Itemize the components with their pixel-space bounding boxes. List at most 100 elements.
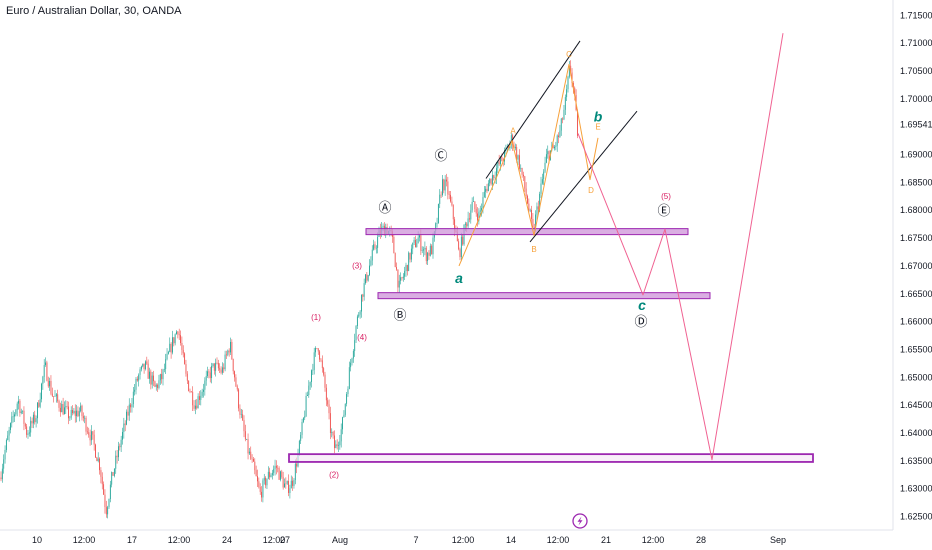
x-tick-label: 10 (32, 535, 42, 545)
candle (116, 450, 118, 464)
candle (192, 386, 194, 412)
candle (459, 247, 461, 261)
candle (86, 426, 88, 435)
orange-wave-path[interactable] (458, 63, 599, 267)
candle (402, 273, 404, 282)
x-tick-label: 12:00 (452, 535, 475, 545)
candle (562, 117, 564, 124)
candle (112, 472, 114, 476)
candle (421, 246, 423, 254)
candle (335, 440, 337, 449)
candle (531, 205, 532, 226)
candle (78, 407, 80, 422)
candle (55, 393, 57, 403)
candle (540, 176, 542, 198)
candle (15, 408, 17, 417)
y-tick-label: 1.68500 (900, 177, 932, 187)
candle (566, 84, 568, 102)
candle (346, 391, 348, 407)
candle (556, 134, 558, 152)
y-tick-label: 1.66500 (900, 289, 932, 299)
lightning-icon[interactable] (572, 513, 588, 529)
candle (319, 349, 321, 362)
candle (247, 433, 249, 460)
candle (27, 429, 29, 439)
candle (324, 371, 326, 392)
candle (253, 456, 254, 462)
wave-label: (4) (357, 333, 367, 342)
candle (529, 208, 531, 213)
candle (304, 410, 306, 421)
wave-label: (5) (661, 192, 671, 201)
candle (321, 355, 323, 373)
candle (188, 380, 190, 392)
y-tick-label: 1.68000 (900, 205, 932, 215)
candle (123, 417, 125, 439)
candle (259, 483, 261, 495)
candle (401, 276, 403, 281)
candle (428, 250, 430, 260)
x-tick-label: 27 (280, 535, 290, 545)
candle (536, 202, 538, 222)
candle (80, 402, 82, 413)
candle (257, 469, 258, 487)
candle (208, 369, 210, 379)
support-resistance-zone[interactable] (365, 228, 689, 236)
x-tick-label: 12:00 (642, 535, 665, 545)
candle (216, 357, 218, 365)
candle (437, 203, 439, 224)
support-resistance-zone[interactable] (377, 292, 711, 300)
candle (64, 401, 65, 415)
candle (560, 117, 562, 136)
candle (305, 392, 307, 418)
channel-upper-line[interactable] (485, 40, 581, 179)
projection-path[interactable] (577, 33, 784, 461)
candle (16, 401, 18, 417)
support-resistance-zone[interactable] (288, 453, 814, 463)
candle (412, 242, 414, 255)
candle (178, 328, 180, 341)
x-tick-label: Sep (770, 535, 786, 545)
candle (313, 347, 315, 375)
candle (323, 366, 325, 377)
y-tick-label: 1.69541 (900, 119, 932, 129)
candle (404, 266, 406, 280)
candle (243, 415, 245, 438)
candle (443, 178, 445, 194)
candle (369, 259, 370, 277)
candle (28, 426, 30, 437)
candle (523, 171, 524, 182)
candle (498, 154, 500, 166)
candle (442, 175, 443, 197)
x-tick-label: 7 (413, 535, 418, 545)
candle (201, 388, 203, 398)
candle (232, 358, 234, 375)
candle (19, 398, 21, 417)
candle (261, 486, 262, 502)
candle (14, 412, 15, 423)
channel-lower-line[interactable] (529, 110, 638, 243)
candle (571, 68, 573, 88)
candle (367, 274, 369, 282)
wave-label: b (594, 109, 603, 125)
candle (255, 465, 257, 477)
candle (101, 472, 103, 490)
x-tick-label: 17 (127, 535, 137, 545)
candle (77, 406, 79, 418)
zones-layer (288, 228, 814, 463)
candle (398, 274, 400, 293)
candle (429, 243, 431, 257)
candle (127, 405, 129, 421)
candle (163, 363, 165, 373)
candle (347, 386, 349, 397)
candle (194, 399, 196, 415)
candle (74, 404, 76, 423)
candle (471, 197, 473, 213)
candle (282, 471, 284, 490)
wave-label: (1) (311, 313, 321, 322)
candle (450, 190, 451, 203)
candle (408, 251, 410, 272)
y-tick-label: 1.62500 (900, 512, 932, 522)
